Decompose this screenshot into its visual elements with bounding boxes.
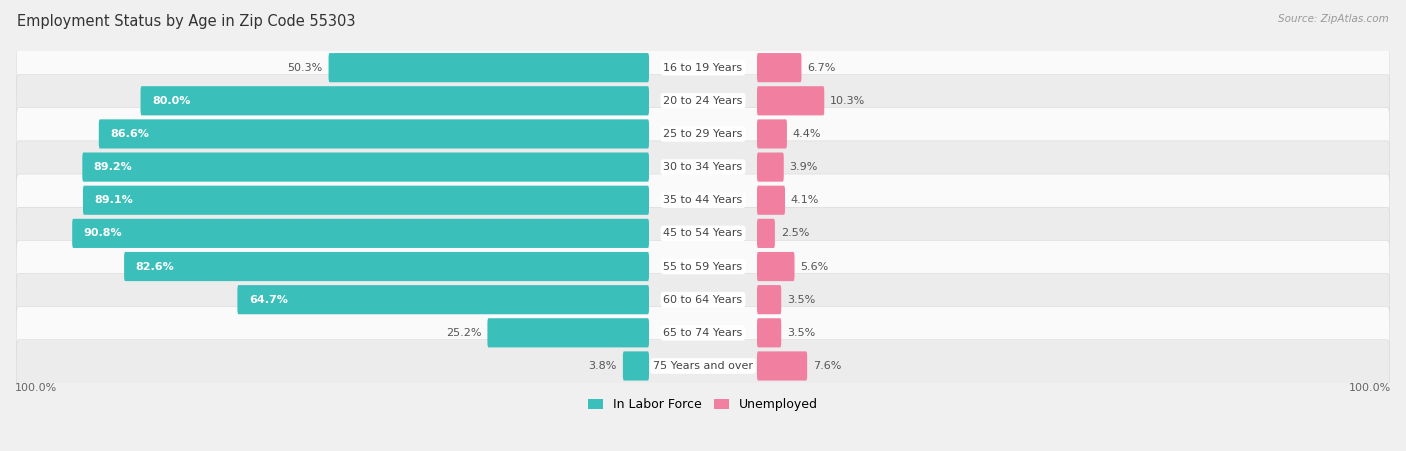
Text: Employment Status by Age in Zip Code 55303: Employment Status by Age in Zip Code 553… — [17, 14, 356, 28]
Text: 35 to 44 Years: 35 to 44 Years — [664, 195, 742, 205]
Text: 55 to 59 Years: 55 to 59 Years — [664, 262, 742, 272]
Text: 25.2%: 25.2% — [446, 328, 482, 338]
FancyBboxPatch shape — [83, 152, 650, 182]
Text: 4.4%: 4.4% — [793, 129, 821, 139]
FancyBboxPatch shape — [72, 219, 650, 248]
FancyBboxPatch shape — [756, 351, 807, 381]
Text: 89.1%: 89.1% — [94, 195, 134, 205]
Text: 4.1%: 4.1% — [790, 195, 820, 205]
Text: 3.5%: 3.5% — [787, 295, 815, 305]
Text: 5.6%: 5.6% — [800, 262, 828, 272]
Text: 3.5%: 3.5% — [787, 328, 815, 338]
FancyBboxPatch shape — [17, 207, 1389, 260]
FancyBboxPatch shape — [756, 318, 782, 347]
Text: 80.0%: 80.0% — [152, 96, 190, 106]
FancyBboxPatch shape — [124, 252, 650, 281]
Text: 25 to 29 Years: 25 to 29 Years — [664, 129, 742, 139]
Text: 3.9%: 3.9% — [790, 162, 818, 172]
FancyBboxPatch shape — [238, 285, 650, 314]
FancyBboxPatch shape — [17, 340, 1389, 392]
FancyBboxPatch shape — [17, 307, 1389, 359]
FancyBboxPatch shape — [17, 74, 1389, 127]
Text: Source: ZipAtlas.com: Source: ZipAtlas.com — [1278, 14, 1389, 23]
FancyBboxPatch shape — [17, 174, 1389, 226]
FancyBboxPatch shape — [756, 152, 783, 182]
Text: 86.6%: 86.6% — [110, 129, 149, 139]
FancyBboxPatch shape — [756, 53, 801, 82]
FancyBboxPatch shape — [756, 86, 824, 115]
Text: 45 to 54 Years: 45 to 54 Years — [664, 228, 742, 239]
Text: 16 to 19 Years: 16 to 19 Years — [664, 63, 742, 73]
FancyBboxPatch shape — [756, 252, 794, 281]
FancyBboxPatch shape — [17, 240, 1389, 293]
Text: 89.2%: 89.2% — [94, 162, 132, 172]
Text: 90.8%: 90.8% — [83, 228, 122, 239]
Text: 2.5%: 2.5% — [780, 228, 808, 239]
FancyBboxPatch shape — [488, 318, 650, 347]
Text: 30 to 34 Years: 30 to 34 Years — [664, 162, 742, 172]
Text: 100.0%: 100.0% — [1348, 382, 1391, 392]
FancyBboxPatch shape — [98, 120, 650, 148]
Text: 7.6%: 7.6% — [813, 361, 841, 371]
FancyBboxPatch shape — [17, 41, 1389, 94]
FancyBboxPatch shape — [17, 108, 1389, 160]
FancyBboxPatch shape — [756, 219, 775, 248]
Text: 75 Years and over: 75 Years and over — [652, 361, 754, 371]
Text: 82.6%: 82.6% — [135, 262, 174, 272]
FancyBboxPatch shape — [756, 186, 785, 215]
Text: 100.0%: 100.0% — [15, 382, 58, 392]
FancyBboxPatch shape — [83, 186, 650, 215]
Text: 20 to 24 Years: 20 to 24 Years — [664, 96, 742, 106]
FancyBboxPatch shape — [756, 120, 787, 148]
Text: 65 to 74 Years: 65 to 74 Years — [664, 328, 742, 338]
Text: 64.7%: 64.7% — [249, 295, 288, 305]
Text: 6.7%: 6.7% — [807, 63, 835, 73]
Text: 50.3%: 50.3% — [287, 63, 323, 73]
Text: 10.3%: 10.3% — [830, 96, 865, 106]
FancyBboxPatch shape — [623, 351, 650, 381]
Legend: In Labor Force, Unemployed: In Labor Force, Unemployed — [583, 393, 823, 416]
FancyBboxPatch shape — [17, 141, 1389, 193]
FancyBboxPatch shape — [141, 86, 650, 115]
FancyBboxPatch shape — [17, 273, 1389, 326]
FancyBboxPatch shape — [329, 53, 650, 82]
Text: 3.8%: 3.8% — [589, 361, 617, 371]
FancyBboxPatch shape — [756, 285, 782, 314]
Text: 60 to 64 Years: 60 to 64 Years — [664, 295, 742, 305]
